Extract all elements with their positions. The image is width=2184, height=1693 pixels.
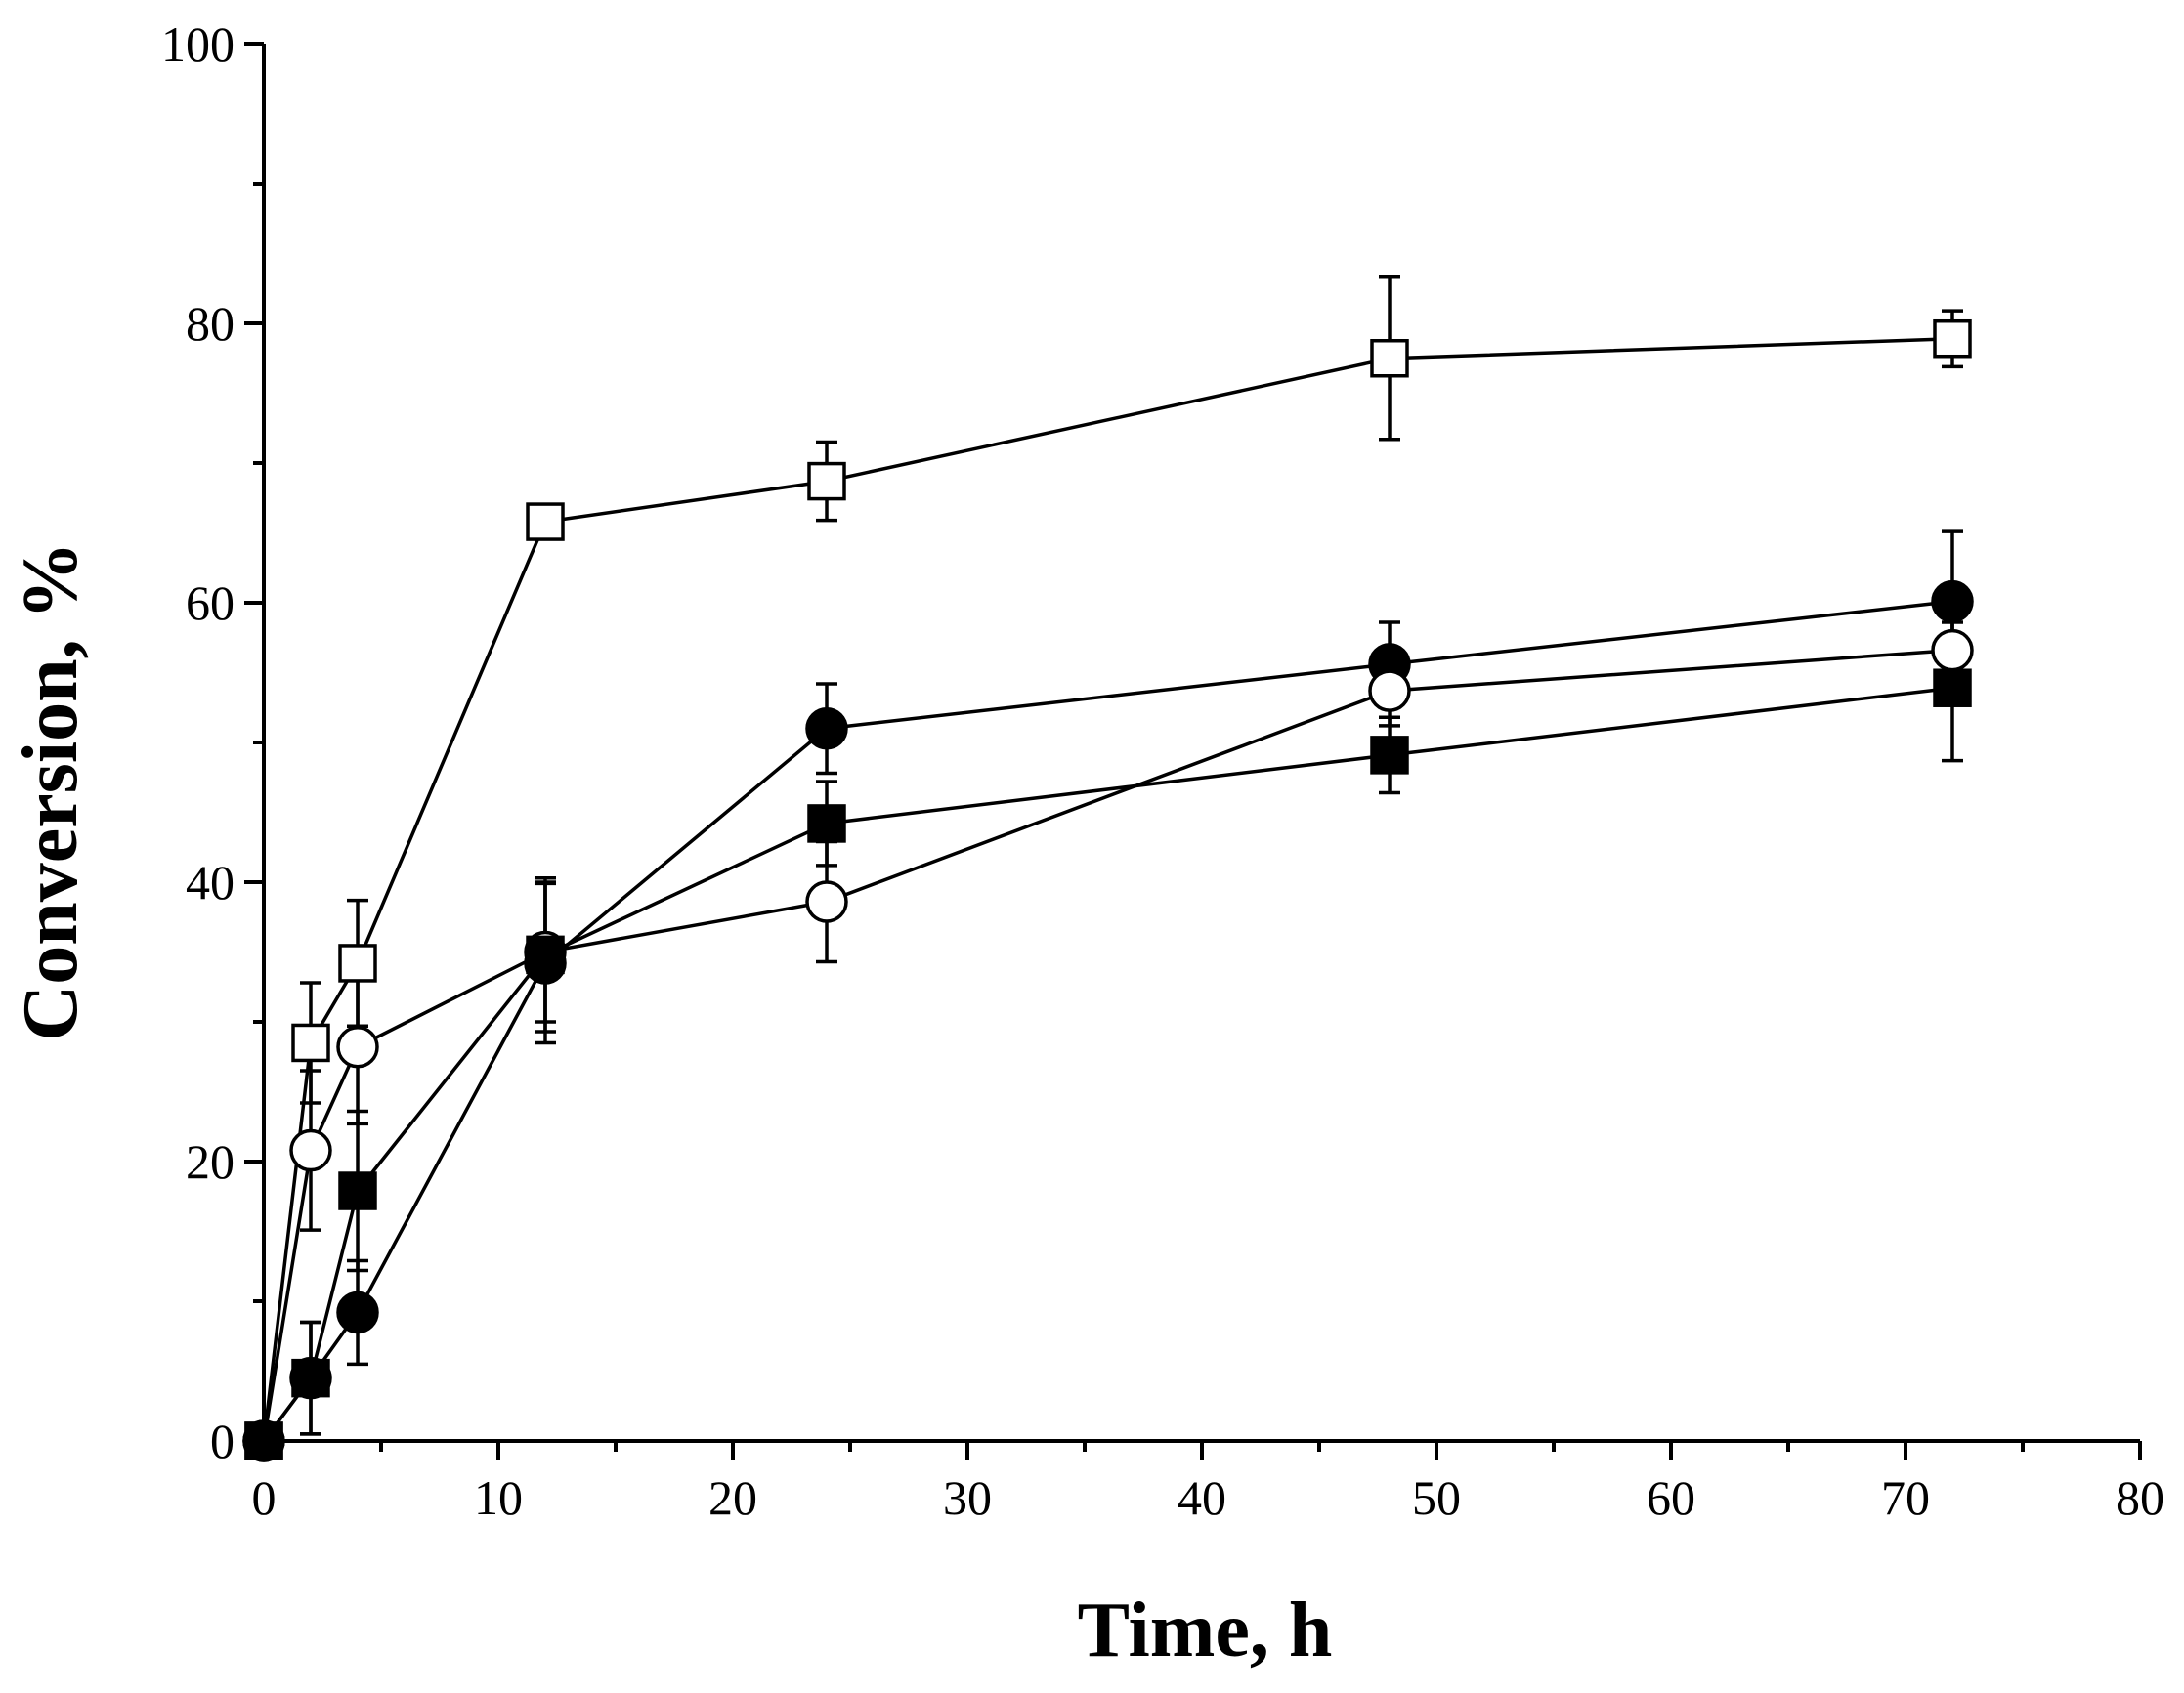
x-tick-label: 0 xyxy=(252,1470,277,1525)
x-tick-label: 40 xyxy=(1178,1470,1226,1525)
marker-circle-filled xyxy=(336,1291,379,1334)
marker-circle-open xyxy=(805,880,848,923)
y-tick-label: 60 xyxy=(186,575,235,630)
series-line-circle-filled xyxy=(262,599,1953,1443)
marker-square-open xyxy=(338,944,377,983)
marker-circle-open xyxy=(289,1128,332,1172)
x-tick-label: 50 xyxy=(1412,1470,1461,1525)
series-line-square-filled xyxy=(262,686,1953,1443)
marker-square-open xyxy=(1933,318,1972,359)
marker-circle-filled xyxy=(1931,579,1974,623)
marker-square-filled xyxy=(338,1171,377,1210)
y-axis-title: Conversion, % xyxy=(8,541,94,1040)
markers-layer xyxy=(242,318,1974,1462)
y-tick-label: 40 xyxy=(186,855,235,910)
x-tick-label: 20 xyxy=(708,1470,757,1525)
x-tick-label: 80 xyxy=(2116,1470,2164,1525)
marker-square-open xyxy=(807,461,846,501)
y-tick-label: 20 xyxy=(186,1134,235,1189)
marker-square-open xyxy=(526,502,565,541)
marker-circle-open xyxy=(1368,669,1411,712)
series-line-square-open xyxy=(262,336,1953,1442)
y-tick-label: 100 xyxy=(161,17,235,71)
x-tick-label: 70 xyxy=(1881,1470,1930,1525)
series-line-circle-open xyxy=(262,648,1953,1442)
marker-circle-open xyxy=(336,1025,379,1069)
series-lines-layer xyxy=(262,336,1953,1443)
x-tick-label: 10 xyxy=(474,1470,523,1525)
marker-square-filled xyxy=(1933,668,1972,707)
marker-circle-open xyxy=(1931,628,1974,672)
x-tick-label: 60 xyxy=(1647,1470,1695,1525)
marker-square-filled xyxy=(244,1421,283,1460)
marker-square-open xyxy=(291,1023,330,1063)
y-tick-label: 0 xyxy=(210,1414,235,1468)
x-axis-title: Time, h xyxy=(1078,1587,1333,1673)
x-tick-label: 30 xyxy=(943,1470,992,1525)
marker-square-filled xyxy=(807,804,846,843)
y-tick-label: 80 xyxy=(186,296,235,351)
marker-square-filled xyxy=(291,1358,330,1398)
marker-square-filled xyxy=(1370,736,1409,775)
marker-square-open xyxy=(1370,339,1409,378)
marker-square-filled xyxy=(526,935,565,975)
marker-circle-filled xyxy=(805,706,848,750)
error-bars-layer xyxy=(300,275,1963,1436)
axes-layer: 0 10 20 30 40 50 60 70 80 0 20 40 60 80 100 xyxy=(161,17,2164,1525)
